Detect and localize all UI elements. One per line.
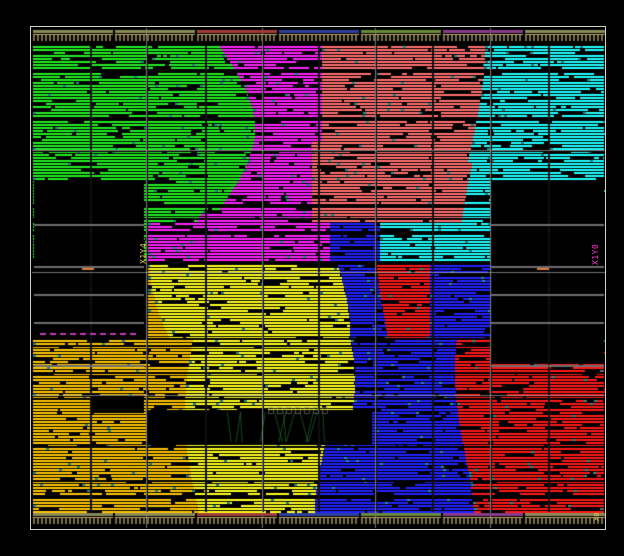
- clock-region-label-right: X1Y0: [591, 243, 600, 265]
- clock-region-label-left: X1Y4: [139, 242, 148, 264]
- device-boundary: [30, 26, 606, 530]
- clock-region-label-corner: X0: [593, 512, 601, 521]
